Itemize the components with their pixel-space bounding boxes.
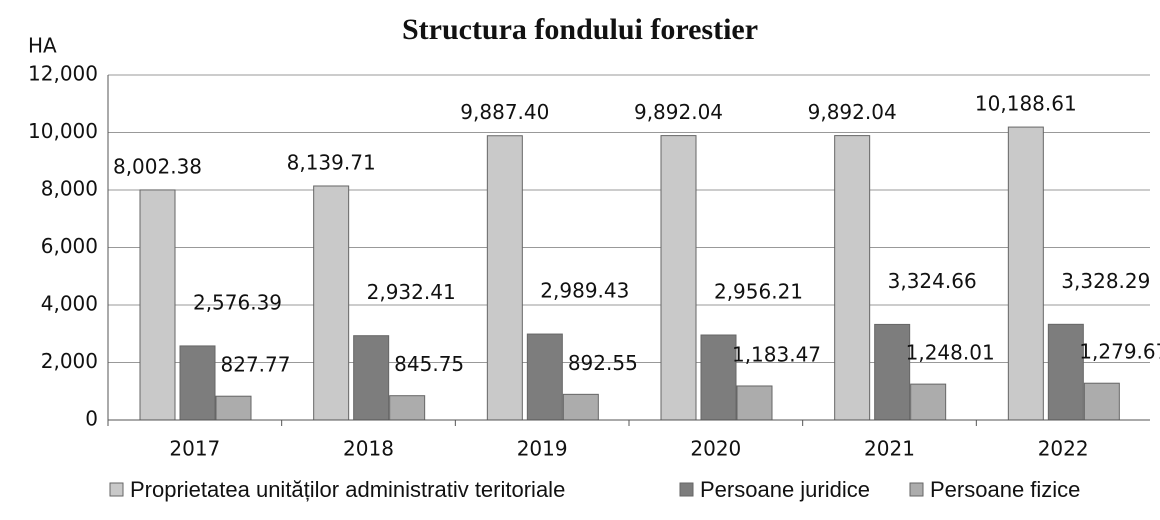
data-label: 3,328.29: [1061, 269, 1150, 293]
bar: [353, 335, 390, 421]
legend-label: Persoane juridice: [700, 477, 870, 502]
legend-swatch: [909, 482, 924, 497]
bar: [660, 135, 697, 421]
x-tick-label: 2022: [1038, 437, 1089, 461]
y-tick-label: 8,000: [41, 177, 98, 201]
bar: [389, 395, 426, 421]
data-label: 10,188.61: [975, 92, 1077, 116]
bar: [736, 385, 773, 421]
data-label: 1,279.67: [1079, 340, 1160, 364]
x-tick-label: 2021: [864, 437, 915, 461]
data-label: 8,002.38: [113, 154, 202, 178]
bar: [215, 395, 252, 421]
chart-title: Structura fondului forestier: [402, 13, 758, 46]
data-label: 892.55: [568, 351, 638, 375]
y-tick-label: 10,000: [28, 119, 98, 143]
data-label: 827.77: [221, 353, 291, 377]
x-tick-label: 2020: [690, 437, 741, 461]
data-label: 3,324.66: [888, 269, 977, 293]
x-tick-label: 2017: [169, 437, 220, 461]
data-label: 2,932.41: [367, 280, 456, 304]
bar: [834, 135, 871, 421]
bar: [700, 334, 737, 421]
data-label: 2,956.21: [714, 280, 803, 304]
bar: [1007, 126, 1044, 421]
bar: [526, 333, 563, 421]
legend-swatch: [109, 482, 124, 497]
data-label: 2,989.43: [540, 279, 629, 303]
data-label: 9,887.40: [460, 100, 549, 124]
y-tick-label: 0: [85, 407, 98, 431]
y-axis-label: HA: [28, 34, 57, 58]
y-tick-label: 2,000: [41, 349, 98, 373]
data-label: 2,576.39: [193, 290, 282, 314]
bar: [1047, 323, 1084, 421]
bar: [139, 189, 176, 421]
x-tick-label: 2019: [517, 437, 568, 461]
x-tick-label: 2018: [343, 437, 394, 461]
y-tick-label: 6,000: [41, 234, 98, 258]
bar: [562, 393, 599, 421]
data-label: 1,248.01: [906, 341, 995, 365]
bar: [1083, 382, 1120, 421]
legend-swatch: [679, 482, 694, 497]
bar: [486, 135, 523, 421]
y-tick-label: 4,000: [41, 292, 98, 316]
bar: [874, 323, 911, 421]
bar: [313, 185, 350, 421]
data-label: 1,183.47: [732, 342, 821, 366]
data-label: 8,139.71: [287, 150, 376, 174]
data-label: 845.75: [394, 352, 464, 376]
legend-label: Proprietatea unităților administrativ te…: [130, 477, 565, 502]
bar: [910, 383, 947, 421]
bar: [179, 345, 216, 421]
data-label: 9,892.04: [634, 100, 723, 124]
data-label: 9,892.04: [808, 100, 897, 124]
y-tick-label: 12,000: [28, 62, 98, 86]
legend-label: Persoane fizice: [930, 477, 1080, 502]
